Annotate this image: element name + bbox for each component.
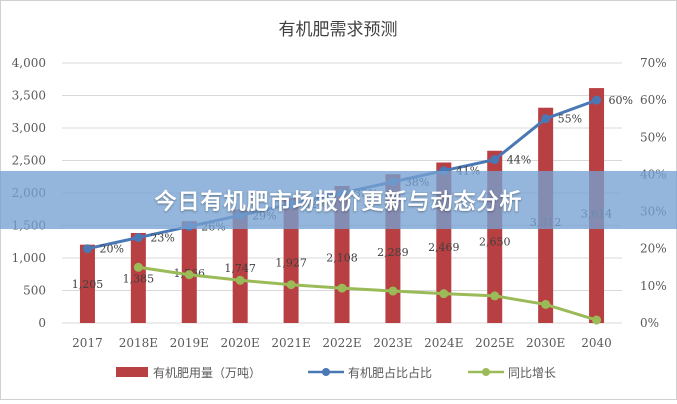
x-tick-label: 2030E <box>526 336 565 350</box>
bar-data-label: 2,469 <box>428 241 460 254</box>
x-tick-label: 2019E <box>170 336 209 350</box>
x-axis-ticks: 2017 2018E 2019E 2020E 2021E 2022E 2023E 2024E 2… <box>72 336 612 350</box>
right-tick-label: 0% <box>640 316 659 330</box>
share-point <box>592 95 602 105</box>
left-tick-label: 2,500 <box>12 154 46 168</box>
left-tick-label: 0 <box>38 316 46 330</box>
x-tick-label: 2025E <box>475 336 514 350</box>
bar <box>79 244 95 323</box>
share-point <box>133 233 143 243</box>
growth-point <box>133 262 143 272</box>
share-data-label: 20% <box>99 243 123 256</box>
left-tick-label: 500 <box>23 284 46 298</box>
growth-point <box>286 280 296 290</box>
bar-data-label: 2,650 <box>479 235 511 248</box>
share-point <box>490 155 500 165</box>
right-tick-label: 50% <box>640 130 667 144</box>
bar-data-label: 1,747 <box>224 262 256 275</box>
growth-point <box>592 315 602 325</box>
x-tick-label: 2021E <box>271 336 310 350</box>
legend-share-label: 有机肥占比占比 <box>348 365 432 380</box>
right-tick-label: 60% <box>640 93 667 107</box>
growth-point <box>541 299 551 309</box>
x-tick-label: 2022E <box>322 336 361 350</box>
left-tick-label: 1,000 <box>12 251 46 265</box>
x-tick-label: 2017 <box>72 336 103 350</box>
x-tick-label: 2040 <box>581 336 612 350</box>
x-tick-label: 2023E <box>373 336 412 350</box>
left-tick-label: 4,000 <box>12 56 46 70</box>
right-tick-label: 10% <box>640 279 667 293</box>
bar-data-label: 1,385 <box>123 272 155 285</box>
growth-point <box>388 286 398 296</box>
right-tick-label: 20% <box>640 242 667 256</box>
growth-point <box>184 270 194 280</box>
bar-data-label: 2,108 <box>326 251 358 264</box>
growth-line-series <box>133 262 602 325</box>
share-point <box>541 114 551 124</box>
x-tick-label: 2020E <box>221 336 260 350</box>
left-tick-label: 3,000 <box>12 121 46 135</box>
bar-data-label: 2,289 <box>377 246 409 259</box>
bar-data-label: 1,205 <box>72 278 104 291</box>
right-tick-label: 70% <box>640 56 667 70</box>
share-data-label: 23% <box>150 232 174 245</box>
chart-title: 有机肥需求预测 <box>279 20 398 40</box>
legend-bar-label: 有机肥用量（万吨） <box>153 366 261 380</box>
growth-point <box>337 283 347 293</box>
headline-banner: 今日有机肥市场报价更新与动态分析 <box>0 171 677 229</box>
growth-line <box>138 265 597 322</box>
bar <box>283 197 299 323</box>
bar <box>232 209 248 323</box>
legend-growth-label: 同比增长 <box>508 366 556 380</box>
growth-point <box>490 291 500 301</box>
bar-data-label: 1,927 <box>275 257 307 270</box>
legend: 有机肥用量（万吨） 有机肥占比占比 同比增长 <box>116 365 556 380</box>
legend-bar-swatch <box>116 367 148 377</box>
growth-point <box>235 275 245 285</box>
legend-share-marker <box>322 368 330 376</box>
share-data-label: 44% <box>507 154 531 167</box>
share-data-label: 60% <box>609 94 633 107</box>
headline-text: 今日有机肥市场报价更新与动态分析 <box>154 190 523 215</box>
bar <box>130 232 146 323</box>
share-point <box>82 244 92 254</box>
share-data-label: 55% <box>558 113 582 126</box>
x-tick-label: 2018E <box>119 336 158 350</box>
growth-point <box>439 289 449 299</box>
left-tick-label: 3,500 <box>12 89 46 103</box>
legend-growth-marker <box>482 368 490 376</box>
x-tick-label: 2024E <box>424 336 463 350</box>
